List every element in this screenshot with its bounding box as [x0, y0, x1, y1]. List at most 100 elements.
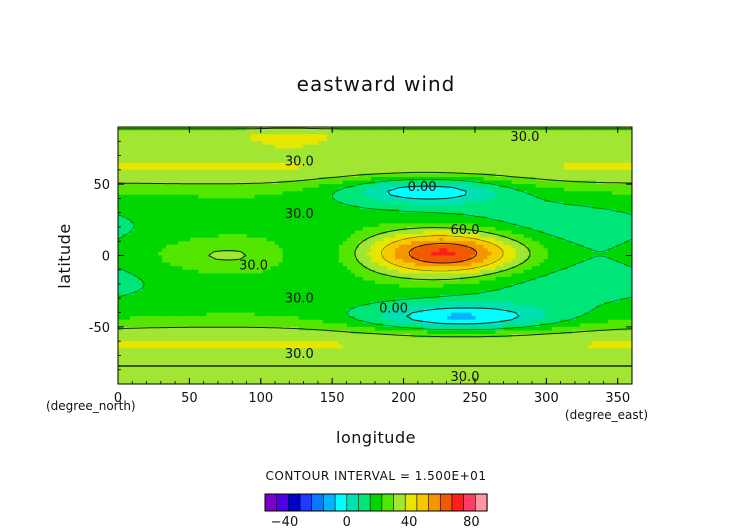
contour-cell	[403, 169, 408, 174]
contour-cell	[407, 191, 412, 196]
contour-cell	[342, 241, 348, 246]
contour-cell	[567, 237, 573, 242]
contour-cell	[571, 216, 577, 221]
contour-cell	[415, 212, 420, 217]
contour-cell	[342, 173, 348, 178]
contour-cell	[599, 176, 605, 182]
contour-cell	[302, 155, 308, 160]
contour-cell	[150, 141, 155, 146]
contour-cell	[182, 141, 187, 146]
contour-cell	[142, 212, 147, 217]
contour-cell	[527, 234, 533, 239]
contour-cell	[583, 216, 589, 221]
contour-cell	[435, 141, 440, 146]
contour-cell	[567, 230, 573, 235]
contour-cell	[447, 230, 452, 235]
contour-cell	[290, 155, 296, 160]
contour-cell	[302, 148, 308, 153]
contour-cell	[507, 244, 513, 249]
contour-cell	[162, 134, 167, 139]
contour-cell	[615, 234, 621, 239]
contour-cell	[567, 201, 573, 207]
contour-cell	[435, 259, 440, 264]
contour-cell	[346, 251, 352, 257]
contour-cell	[174, 248, 179, 253]
contour-cell	[118, 148, 123, 153]
contour-cell	[531, 212, 537, 217]
contour-cell	[467, 184, 472, 189]
contour-cell	[134, 201, 139, 207]
contour-cell	[499, 201, 505, 207]
contour-cell	[467, 209, 472, 214]
contour-cell	[146, 219, 151, 224]
contour-cell	[559, 212, 565, 217]
contour-cell	[611, 155, 617, 160]
contour-cell	[274, 244, 280, 249]
contour-cell	[483, 255, 489, 260]
contour-cell	[555, 198, 561, 203]
contour-cell	[551, 241, 557, 246]
contour-cell	[479, 237, 485, 242]
contour-cell	[246, 176, 252, 182]
contour-cell	[146, 151, 151, 157]
contour-cell	[555, 130, 561, 135]
contour-cell	[519, 212, 525, 217]
contour-cell	[318, 255, 324, 260]
contour-cell	[543, 144, 549, 150]
contour-cell	[326, 130, 332, 135]
contour-cell	[266, 237, 272, 242]
contour-cell	[186, 255, 191, 260]
contour-cell	[150, 184, 155, 189]
contour-cell	[515, 176, 521, 182]
contour-cell	[158, 148, 163, 153]
contour-cell	[186, 144, 191, 150]
contour-cell	[118, 169, 123, 174]
contour-cell	[162, 219, 167, 224]
contour-cell	[142, 216, 147, 221]
contour-cell	[391, 223, 396, 228]
contour-cell	[431, 137, 436, 142]
contour-cell	[138, 251, 143, 257]
contour-cell	[226, 137, 232, 142]
contour-cell	[439, 151, 444, 157]
contour-cell	[170, 144, 175, 150]
contour-cell	[423, 209, 428, 214]
contour-cell	[218, 234, 224, 239]
contour-cell	[491, 241, 497, 246]
contour-cell	[455, 230, 460, 235]
contour-cell	[314, 166, 320, 171]
contour-cell	[146, 241, 151, 246]
contour-cell	[547, 184, 553, 189]
contour-cell	[531, 148, 537, 153]
contour-cell	[230, 194, 236, 199]
contour-cell	[399, 187, 404, 192]
contour-cell	[599, 155, 605, 160]
contour-cell	[126, 201, 131, 207]
contour-cell	[591, 144, 597, 150]
contour-cell	[391, 151, 396, 157]
contour-cell	[282, 194, 288, 199]
contour-cell	[587, 255, 593, 260]
contour-cell	[603, 134, 609, 139]
contour-cell	[511, 194, 517, 199]
contour-cell	[334, 219, 340, 224]
contour-cell	[479, 137, 485, 142]
contour-cell	[415, 223, 420, 228]
contour-cell	[122, 266, 127, 271]
contour-cell	[246, 148, 252, 153]
contour-cell	[547, 151, 553, 157]
contour-cell	[591, 130, 597, 135]
contour-cell	[254, 234, 260, 239]
contour-cell	[238, 141, 244, 146]
contour-cell	[174, 219, 179, 224]
contour-cell	[443, 201, 448, 207]
contour-cell	[150, 151, 155, 157]
contour-cell	[383, 155, 388, 160]
contour-cell	[507, 130, 513, 135]
contour-cell	[246, 209, 252, 214]
contour-cell	[471, 219, 476, 224]
contour-cell	[294, 219, 300, 224]
contour-cell	[463, 137, 468, 142]
contour-cell	[362, 223, 368, 228]
contour-cell	[391, 180, 396, 185]
